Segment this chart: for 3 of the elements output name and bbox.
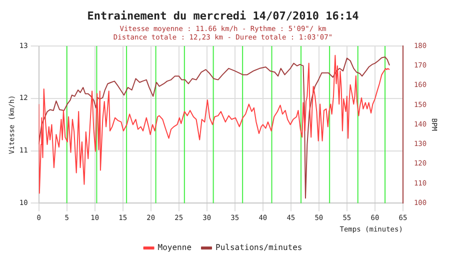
legend-label: Pulsations/minutes — [216, 243, 302, 252]
chart-title: Entrainement du mercredi 14/07/2010 16:14 — [87, 9, 360, 22]
legend-label: Moyenne — [158, 243, 192, 252]
